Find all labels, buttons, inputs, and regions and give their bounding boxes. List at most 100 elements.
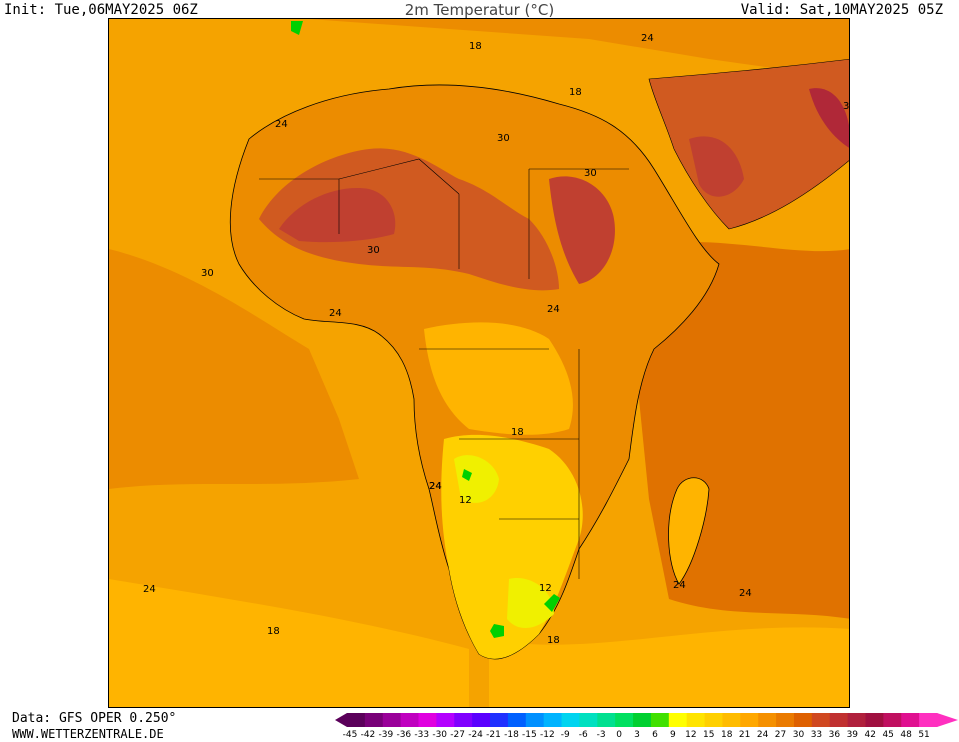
colorbar-swatch — [579, 713, 598, 727]
colorbar-swatch — [668, 713, 688, 727]
arabian-peninsula — [648, 58, 849, 230]
contour-label: 30 — [843, 101, 850, 112]
madagascar — [668, 477, 710, 585]
colorbar-swatch — [650, 713, 670, 727]
colorbar-tick-label: 18 — [720, 730, 733, 740]
cold-spot-cape — [490, 624, 504, 638]
colorbar-tick-label: 27 — [774, 730, 787, 740]
sahara-hot-zone — [259, 148, 559, 291]
contour-label: 30 — [367, 245, 380, 256]
highveld-cool — [507, 578, 554, 629]
south-atlantic-cool — [109, 579, 469, 707]
colorbar-swatch — [865, 713, 884, 727]
colorbar-swatch — [686, 713, 706, 727]
kalahari-cool — [454, 455, 499, 503]
colorbar-tick-label: -39 — [378, 730, 394, 740]
cold-spot-namibia — [462, 469, 472, 481]
colorbar-swatch — [883, 713, 902, 727]
colorbar-tick-label: 33 — [810, 730, 823, 740]
colorbar-tick-label: 3 — [634, 730, 640, 740]
colorbar-tick-label: 45 — [882, 730, 894, 740]
colorbar-tick-label: 15 — [703, 730, 715, 740]
contour-label: 12 — [459, 495, 472, 506]
atlantic-warm-band — [109, 249, 359, 489]
init-time: Init: Tue,06MAY2025 06Z — [4, 2, 198, 18]
colorbar-swatch — [740, 713, 759, 727]
colorbar-swatch — [490, 713, 509, 727]
colorbar-swatch — [722, 713, 741, 727]
colorbar-swatch — [919, 713, 938, 727]
colorbar-swatch — [418, 713, 437, 727]
colorbar-tick-label: 30 — [792, 730, 805, 740]
colorbar-tick-label: -27 — [450, 730, 465, 740]
colorbar-tick-label: -33 — [414, 730, 430, 740]
data-source-label: Data: GFS OPER 0.250° — [12, 711, 177, 726]
colorbar-swatch — [758, 713, 777, 727]
colorbar-swatch — [364, 713, 384, 727]
colorbar-tick-label: 39 — [846, 730, 859, 740]
gulf-core — [809, 88, 849, 148]
west-sahara-core — [279, 188, 396, 243]
contour-label: 24 — [329, 308, 342, 319]
country-borders — [259, 158, 629, 579]
colorbar-swatch — [597, 713, 616, 727]
colorbar-tick-label: -6 — [578, 730, 588, 740]
colorbar-swatch — [615, 713, 634, 727]
contour-label: 18 — [469, 41, 482, 52]
congo-basin-field — [424, 322, 573, 435]
north-sea-field — [109, 19, 849, 79]
contour-label: 30 — [584, 168, 597, 179]
colorbar-swatch — [776, 713, 795, 727]
valid-time: Valid: Sat,10MAY2025 05Z — [740, 2, 943, 18]
colorbar-tick-label: 48 — [900, 730, 912, 740]
colorbar-swatch — [901, 713, 920, 727]
colorbar-ticks: -45 -42 -39 -36 -33 -30 -27 -24 -21 -18 -15 -12 -9 -6… — [340, 730, 940, 742]
contour-label: 30 — [497, 133, 510, 144]
colorbar-left-arrow — [335, 713, 347, 727]
colorbar-swatch — [829, 713, 849, 727]
map-title: 2m Temperatur (°C) — [404, 1, 555, 19]
contour-label: 24 — [547, 304, 560, 315]
colorbar-tick-label: -42 — [360, 730, 376, 740]
colorbar-tick-label: 51 — [918, 730, 930, 740]
colorbar-tick-label: 24 — [756, 730, 769, 740]
colorbar-tick-label: -45 — [342, 730, 358, 740]
colorbar-tick-label: 6 — [652, 730, 658, 740]
colorbar-tick-label: 0 — [616, 730, 622, 740]
contour-label: 12 — [539, 583, 552, 594]
contour-label: 24 — [673, 580, 686, 591]
contour-label: 18 — [267, 626, 280, 637]
colorbar-tick-label: 36 — [828, 730, 841, 740]
sudan-core — [549, 176, 615, 284]
colorbar-swatch — [793, 713, 813, 727]
cold-spot-atlas — [291, 21, 303, 35]
colorbar-swatch — [382, 713, 402, 727]
colorbar-swatch — [400, 713, 420, 727]
colorbar-tick-label: -18 — [504, 730, 519, 740]
colorbar-tick-label: -9 — [560, 730, 570, 740]
colorbar-swatch — [561, 713, 580, 727]
colorbar-tick-label: -3 — [596, 730, 606, 740]
colorbar-tick-label: -15 — [522, 730, 537, 740]
arabia-core — [689, 136, 744, 197]
contour-label: 24 — [275, 119, 288, 130]
colorbar-tick-label: -36 — [396, 730, 412, 740]
colorbar-tick-label: -30 — [432, 730, 448, 740]
colorbar-tick-label: 9 — [670, 730, 676, 740]
colorbar-tick-label: -21 — [486, 730, 501, 740]
colorbar-swatch — [847, 713, 866, 727]
colorbar-right-arrow — [937, 713, 958, 727]
temperature-map[interactable]: 18 24 24 18 30 30 30 30 24 24 24 18 24 12 12 18 24 24 18 24… — [108, 18, 850, 708]
contour-label: 24 — [739, 588, 752, 599]
colorbar-swatch — [347, 713, 366, 727]
colorbar-swatch — [633, 713, 652, 727]
colorbar-swatch — [454, 713, 473, 727]
south-indian-cool — [489, 627, 849, 707]
colorbar-tick-label: 42 — [864, 730, 876, 740]
colorbar-tick-label: 12 — [685, 730, 697, 740]
colorbar-swatch — [543, 713, 563, 727]
contour-label: 24 — [143, 584, 156, 595]
contour-label: 24 — [641, 33, 654, 44]
colorbar-tick-label: -12 — [539, 730, 555, 740]
